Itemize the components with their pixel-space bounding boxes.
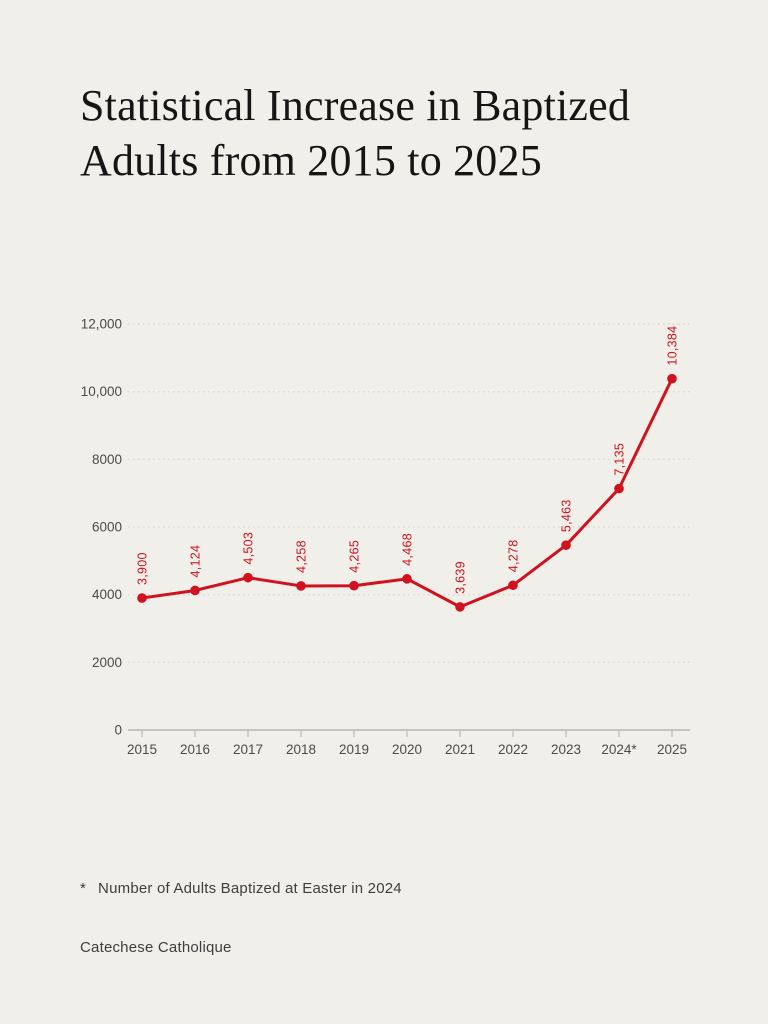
x-axis-tick-label: 2018 [286, 742, 316, 757]
data-label-2025: 10,384 [666, 326, 680, 366]
data-point-2019 [349, 580, 359, 591]
x-axis-tick-label: 2019 [339, 742, 369, 757]
y-axis-tick-label: 8000 [92, 452, 122, 467]
x-axis-tick-label: 2015 [127, 742, 157, 757]
x-axis-tick-label: 2017 [233, 742, 263, 757]
page-title-line1: Statistical Increase in Baptized [80, 81, 631, 130]
x-axis-tick-label: 2024* [601, 742, 637, 757]
data-point-2016 [190, 585, 200, 596]
footnote-text: Number of Adults Baptized at Easter in 2… [98, 880, 402, 897]
footnote: * Number of Adults Baptized at Easter in … [80, 880, 402, 897]
y-axis-tick-label: 12,000 [81, 317, 122, 332]
data-point-2021 [455, 602, 465, 612]
data-label-2023: 5,463 [560, 499, 574, 532]
y-axis-tick-label: 2000 [92, 655, 122, 670]
data-label-2024: 7,135 [613, 443, 627, 476]
x-axis-tick-label: 2016 [180, 742, 210, 757]
data-label-2020: 4,468 [401, 533, 415, 566]
x-axis-tick-label: 2025 [657, 742, 687, 757]
data-point-2024 [614, 483, 624, 494]
page-title-line2: Adults from 2015 to 2025 [80, 136, 542, 185]
y-axis-tick-label: 4000 [92, 587, 122, 602]
data-point-2015 [137, 593, 147, 603]
x-axis-tick-label: 2020 [392, 742, 422, 757]
data-point-2018 [296, 581, 306, 591]
data-label-2019: 4,265 [348, 540, 362, 573]
data-label-2018: 4,258 [295, 540, 309, 573]
y-axis-tick-label: 0 [114, 723, 122, 738]
data-label-2015: 3,900 [136, 552, 150, 585]
data-label-2022: 4,278 [507, 539, 521, 572]
page-title: Statistical Increase in Baptized Adults … [80, 78, 720, 188]
x-axis-tick-label: 2023 [551, 742, 581, 757]
data-point-2025 [667, 373, 677, 384]
x-axis-tick-label: 2021 [445, 742, 475, 757]
y-axis-tick-label: 10,000 [81, 384, 122, 399]
attribution-text: Catechese Catholique [80, 939, 232, 956]
data-point-2022 [508, 580, 518, 591]
y-axis-tick-label: 6000 [92, 520, 122, 535]
footnote-asterisk: * [80, 880, 87, 897]
data-point-2017 [243, 572, 253, 583]
data-label-2016: 4,124 [189, 545, 203, 578]
data-label-2017: 4,503 [242, 532, 256, 565]
trend-line [140, 377, 674, 609]
data-label-2021: 3,639 [454, 561, 468, 594]
x-axis-tick-label: 2022 [498, 742, 528, 757]
data-point-2020 [402, 574, 412, 584]
data-point-2023 [561, 540, 571, 550]
